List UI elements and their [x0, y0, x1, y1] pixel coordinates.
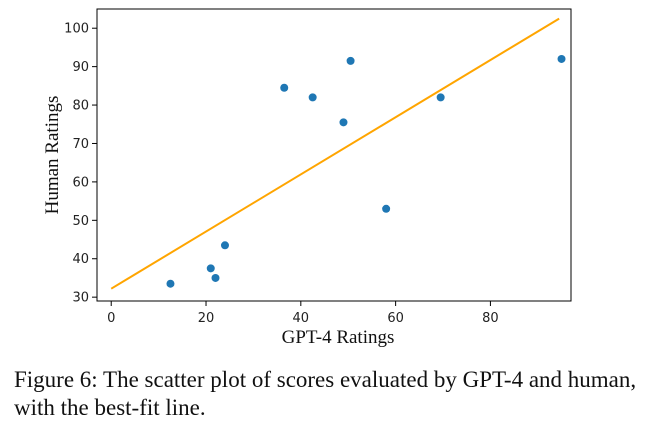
y-tick-label: 30 [72, 291, 89, 306]
scatter-point [308, 93, 317, 102]
x-tick-label: 20 [198, 311, 215, 326]
x-tick-label: 60 [387, 311, 404, 326]
scatter-point [220, 241, 229, 250]
scatter-points-layer [166, 54, 566, 288]
figure-caption: Figure 6: The scatter plot of scores eva… [14, 367, 637, 420]
y-tick-label: 50 [72, 214, 89, 229]
scatter-chart: 30 40 50 60 70 80 90 100 0 20 40 60 80 GPT-4 Rating… [42, 8, 572, 348]
y-axis-title: Human Ratings [42, 96, 63, 215]
y-tick-label: 100 [64, 22, 89, 37]
scatter-point [166, 279, 175, 288]
x-axis-ticks: 0 20 40 60 80 [107, 301, 499, 326]
scatter-point [280, 83, 289, 92]
scatter-point [436, 93, 445, 102]
x-tick-label: 80 [482, 311, 499, 326]
best-fit-line-layer [110, 17, 560, 290]
scatter-point [339, 118, 348, 127]
y-tick-label: 80 [72, 99, 89, 114]
scatter-point [557, 54, 566, 63]
scatter-point [211, 273, 220, 282]
scatter-point [346, 56, 355, 65]
y-tick-label: 90 [72, 60, 89, 75]
scatter-point [382, 204, 391, 213]
y-tick-label: 40 [72, 252, 89, 267]
x-axis-title: GPT-4 Ratings [282, 327, 395, 348]
x-tick-label: 0 [107, 311, 115, 326]
plot-area-frame [96, 8, 572, 302]
y-tick-label: 70 [72, 137, 89, 152]
scatter-point [206, 264, 215, 273]
best-fit-line [110, 17, 560, 290]
y-axis-ticks: 30 40 50 60 70 80 90 100 [64, 22, 97, 306]
x-tick-label: 40 [293, 311, 310, 326]
y-tick-label: 60 [72, 175, 89, 190]
